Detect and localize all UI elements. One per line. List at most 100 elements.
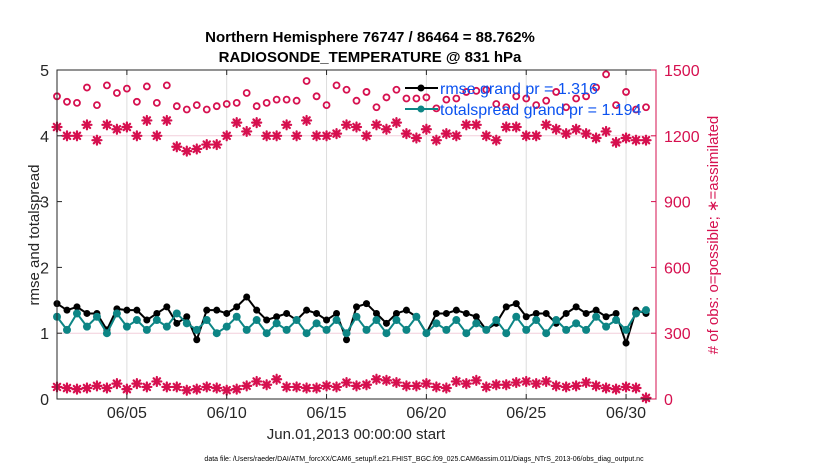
obs-possible-point bbox=[502, 103, 511, 112]
totalspread-point bbox=[82, 322, 91, 331]
rmse-point bbox=[263, 316, 271, 324]
rmse-point bbox=[472, 313, 480, 321]
legend-rmse-label: rmse grand pr = 1.316 bbox=[440, 81, 598, 98]
rmse-point bbox=[362, 300, 370, 308]
y-tick-label: 5 bbox=[40, 63, 49, 80]
obs-assimilated-point bbox=[330, 128, 343, 140]
obs-possible-point bbox=[382, 93, 391, 102]
obs-possible-point bbox=[113, 89, 121, 97]
totalspread-point bbox=[462, 329, 471, 338]
obs-possible-point bbox=[602, 70, 610, 79]
obs-assimilated-point bbox=[101, 382, 113, 394]
obs-assimilated-point bbox=[510, 121, 522, 133]
totalspread-point bbox=[482, 325, 491, 334]
obs-assimilated-point bbox=[181, 384, 193, 396]
obs-assimilated-point bbox=[320, 380, 333, 392]
obs-assimilated-point bbox=[241, 125, 253, 138]
obs-possible-point bbox=[512, 92, 521, 101]
obs-assimilated-point bbox=[620, 381, 632, 393]
obs-assimilated-point bbox=[111, 378, 123, 390]
rmse-point bbox=[303, 306, 311, 314]
rmse-point bbox=[562, 309, 570, 317]
obs-assimilated-point bbox=[470, 374, 482, 386]
obs-possible-point bbox=[322, 101, 331, 109]
obs-possible-point bbox=[122, 84, 131, 93]
obs-possible-point bbox=[632, 105, 640, 114]
obs-assimilated-point bbox=[251, 375, 263, 388]
obs-assimilated-point bbox=[420, 123, 432, 135]
obs-assimilated-point bbox=[360, 379, 373, 391]
obs-possible-point bbox=[162, 81, 171, 90]
totalspread-point bbox=[382, 329, 391, 338]
totalspread-point bbox=[592, 312, 601, 321]
rmse-point bbox=[223, 309, 231, 317]
totalspread-point bbox=[162, 322, 171, 331]
rmse-point bbox=[143, 316, 151, 324]
y2-axis-ticks: 0 300 600 900 1200 1500 bbox=[651, 63, 700, 409]
totalspread-point bbox=[262, 329, 271, 338]
rmse-point bbox=[402, 306, 410, 314]
obs-assimilated-point bbox=[171, 381, 183, 393]
obs-assimilated-point bbox=[530, 130, 542, 142]
rmse-point bbox=[153, 309, 161, 317]
rmse-point bbox=[173, 319, 181, 327]
obs-possible-point bbox=[452, 94, 461, 103]
obs-assimilated-point bbox=[191, 143, 203, 155]
totalspread-point bbox=[192, 325, 201, 334]
obs-assimilated-point bbox=[520, 375, 532, 388]
obs-assimilated-point bbox=[500, 379, 512, 391]
totalspread-point bbox=[392, 316, 401, 325]
obs-possible-point bbox=[302, 77, 311, 85]
obs-assimilated-point bbox=[470, 119, 482, 131]
obs-assimilated-point bbox=[340, 119, 353, 131]
obs-assimilated-point bbox=[480, 130, 492, 142]
obs-assimilated-point bbox=[480, 381, 492, 393]
obs-possible-point bbox=[442, 95, 451, 104]
obs-assimilated-point bbox=[81, 119, 93, 131]
obs-assimilated-point bbox=[380, 374, 393, 386]
obs-assimilated-point bbox=[350, 121, 363, 133]
obs-assimilated-point bbox=[231, 117, 243, 129]
totalspread-point bbox=[412, 312, 421, 321]
totalspread-point bbox=[72, 309, 81, 318]
obs-possible-point bbox=[222, 100, 231, 108]
x-tick-label: 06/30 bbox=[606, 405, 646, 422]
obs-assimilated-point bbox=[71, 383, 83, 395]
obs-assimilated-point bbox=[400, 128, 413, 140]
totalspread-point bbox=[472, 319, 481, 328]
rmse-point bbox=[432, 309, 440, 317]
obs-assimilated-point bbox=[330, 381, 343, 393]
obs-assimilated-point bbox=[550, 123, 562, 135]
obs-assimilated-point bbox=[460, 119, 472, 131]
obs-possible-point bbox=[582, 92, 591, 101]
obs-assimilated-point bbox=[590, 380, 602, 392]
totalspread-point bbox=[402, 325, 411, 334]
totalspread-point bbox=[602, 322, 611, 331]
obs-assimilated-point bbox=[600, 382, 612, 394]
rmse-point bbox=[273, 313, 281, 321]
obs-assimilated-point bbox=[420, 378, 432, 390]
obs-possible-point bbox=[542, 96, 551, 105]
rmse-point bbox=[512, 300, 520, 308]
obs-possible-point bbox=[242, 89, 251, 97]
obs-assimilated-point bbox=[360, 130, 373, 142]
obs-assimilated-point bbox=[510, 376, 522, 389]
obs-possible-point bbox=[562, 103, 571, 112]
obs-possible-point bbox=[472, 86, 481, 95]
totalspread-point bbox=[292, 316, 301, 325]
obs-assimilated-point bbox=[540, 119, 552, 131]
obs-assimilated-point bbox=[550, 380, 562, 392]
rmse-point bbox=[83, 309, 91, 317]
obs-possible-point bbox=[212, 102, 221, 111]
obs-assimilated-point bbox=[340, 376, 353, 389]
obs-possible-point bbox=[642, 103, 650, 112]
obs-assimilated-point bbox=[390, 117, 403, 129]
totalspread-point bbox=[522, 325, 531, 334]
obs-assimilated-point bbox=[590, 132, 602, 144]
totalspread-point bbox=[612, 316, 621, 325]
obs-possible-point bbox=[492, 100, 501, 108]
obs-assimilated-point bbox=[630, 134, 642, 146]
obs-possible-point bbox=[282, 95, 291, 104]
obs-possible-point bbox=[462, 88, 471, 96]
obs-assimilated-point bbox=[410, 132, 422, 144]
